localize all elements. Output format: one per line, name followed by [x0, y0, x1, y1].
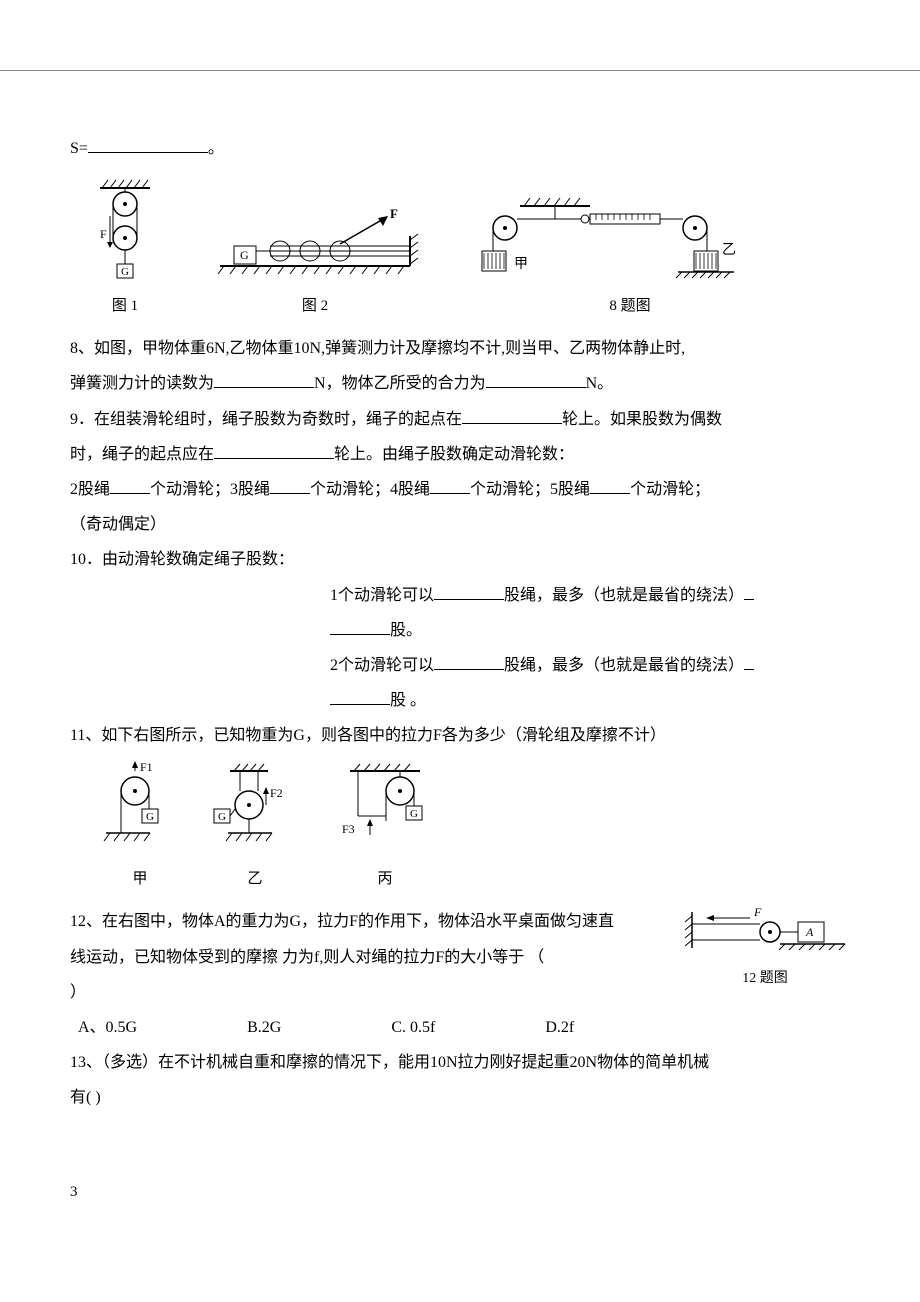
yi-label: 乙	[722, 242, 736, 258]
q11c-svg: G F3	[330, 761, 440, 861]
q11-fig-b: F2 G 乙	[210, 761, 300, 896]
f1-label: F1	[140, 761, 153, 774]
fig1-svg: F G	[80, 176, 170, 286]
fig2-caption: 图 2	[210, 290, 420, 323]
q11-fig-a: F1 G 甲	[100, 761, 180, 896]
q10-l2c: 股 。	[390, 692, 426, 709]
g-label-2: G	[240, 248, 249, 262]
q12-options: A、0.5G B.2G C. 0.5f D.2f	[78, 1010, 850, 1045]
f2-label: F2	[270, 786, 283, 800]
q11a-svg: F1 G	[100, 761, 180, 861]
g-label: G	[121, 266, 129, 278]
q12-l3: ）	[70, 975, 680, 1010]
q12-opt-b: B.2G	[247, 1010, 281, 1045]
q9-l3c: 个动滑轮；4股绳	[310, 481, 430, 498]
q11b-svg: F2 G	[210, 761, 300, 861]
g1-label: G	[146, 811, 154, 823]
s-prefix: S=	[70, 140, 88, 157]
blank-q10-3	[434, 653, 504, 670]
fig8-svg: 甲 乙	[460, 196, 740, 286]
q12-opt-a: A、0.5G	[78, 1010, 137, 1045]
q9-l1b: 轮上。如果股数为偶数	[562, 411, 722, 428]
q11b-cap: 乙	[210, 863, 300, 896]
figure-2: G F 图 2	[210, 206, 420, 323]
q13-l1: 13、（多选）在不计机械自重和摩擦的情况下，能用10N拉力刚好提起重20N物体的…	[70, 1045, 850, 1080]
blank-q9-6	[590, 477, 630, 494]
q10-l1: 1个动滑轮可以 股绳，最多（也就是最省的绕法）	[330, 578, 850, 613]
q10-l2a: 2个动滑轮可以	[330, 657, 434, 674]
q9-l1a: 9．在组装滑轮组时，绳子股数为奇数时，绳子的起点在	[70, 411, 462, 428]
page-number: 3	[70, 1176, 850, 1209]
f-label: F	[100, 227, 107, 241]
q10-l1b: 股绳，最多（也就是最省的绕法）	[504, 587, 744, 604]
blank-q9-3	[110, 477, 150, 494]
fig8-caption: 8 题图	[520, 290, 740, 323]
q9-line3: 2股绳 个动滑轮；3股绳 个动滑轮；4股绳 个动滑轮；5股绳 个动滑轮；	[70, 472, 850, 507]
jia-label: 甲	[514, 257, 528, 272]
q8-line1: 8、如图，甲物体重6N,乙物体重10N,弹簧测力计及摩擦均不计,则当甲、乙两物体…	[70, 331, 850, 366]
q11-figs: F1 G 甲	[100, 761, 850, 896]
figure-1: F G 图 1	[80, 176, 170, 323]
q10-block: 1个动滑轮可以股绳，最多（也就是最省的绕法） 股。 2个动滑轮可以股绳，最多（也…	[330, 578, 850, 719]
figure-row-1: F G 图 1	[80, 176, 850, 323]
q13-l2: 有( )	[70, 1080, 850, 1115]
blank-q9-4	[270, 477, 310, 494]
s-suffix: 。	[208, 140, 224, 157]
q11-text: 11、如下右图所示，已知物重为G，则各图中的拉力F各为多少（滑轮组及摩擦不计）	[70, 718, 850, 753]
blank-q8-1	[214, 371, 314, 388]
f-label-2: F	[390, 206, 398, 221]
blank-q8-2	[486, 371, 586, 388]
q9-l2a: 时，绳子的起点应在	[70, 446, 214, 463]
f3-label: F3	[342, 822, 355, 836]
q11-fig-c: G F3 丙	[330, 761, 440, 896]
fig2-svg: G F	[210, 206, 420, 286]
q10-l2b: 股绳，最多（也就是最省的绕法）	[504, 657, 744, 674]
q9-l3a: 2股绳	[70, 481, 110, 498]
q10-l2c-row: 股 。	[330, 683, 850, 718]
q12-row: 12、在右图中，物体A的重力为G，拉力F的作用下，物体沿水平桌面做匀速直 线运动…	[70, 904, 850, 1010]
q9-line2: 时，绳子的起点应在 轮上。由绳子股数确定动滑轮数：	[70, 437, 850, 472]
q8-l2c: N。	[586, 375, 614, 392]
q9-line1: 9．在组装滑轮组时，绳子股数为奇数时，绳子的起点在 轮上。如果股数为偶数	[70, 402, 850, 437]
q11a-cap: 甲	[100, 863, 180, 896]
a-label: A	[805, 925, 814, 939]
q10-l2: 2个动滑轮可以 股绳，最多（也就是最省的绕法）	[330, 648, 850, 683]
q8-l2b: N，物体乙所受的合力为	[314, 375, 486, 392]
blank-q10-4	[330, 688, 390, 705]
fig1-caption: 图 1	[80, 290, 170, 323]
fig12-caption: 12 题图	[680, 964, 850, 995]
g3-label: G	[410, 808, 418, 820]
q12-text: 12、在右图中，物体A的重力为G，拉力F的作用下，物体沿水平桌面做匀速直 线运动…	[70, 904, 680, 1010]
figure-8: 甲 乙	[460, 196, 740, 323]
q12-l2: 线运动，已知物体受到的摩擦 力为f,则人对绳的拉力F的大小等于 （	[70, 940, 680, 975]
f-label-q12: F	[753, 905, 762, 919]
blank-s	[88, 136, 208, 153]
blank-q10-3b	[744, 653, 754, 670]
q8-l2a: 弹簧测力计的读数为	[70, 375, 214, 392]
q12-figure: F A 12 题图	[680, 904, 850, 995]
blank-q9-2	[214, 442, 334, 459]
q9-l3d: 个动滑轮；5股绳	[470, 481, 590, 498]
q9-l3b: 个动滑轮；3股绳	[150, 481, 270, 498]
blank-q10-2	[330, 618, 390, 635]
q12-svg: F A	[680, 904, 850, 964]
blank-q10-1b	[744, 583, 754, 600]
q10-l1c: 股。	[390, 622, 422, 639]
q12-opt-d: D.2f	[545, 1010, 574, 1045]
q12-l1: 12、在右图中，物体A的重力为G，拉力F的作用下，物体沿水平桌面做匀速直	[70, 904, 680, 939]
g2-label: G	[218, 811, 226, 823]
q12-opt-c: C. 0.5f	[391, 1010, 435, 1045]
q10-l1c-row: 股。	[330, 613, 850, 648]
q8-line2: 弹簧测力计的读数为 N，物体乙所受的合力为 N。	[70, 366, 850, 401]
q9-line4: （奇动偶定）	[70, 507, 850, 542]
q10-l1a: 1个动滑轮可以	[330, 587, 434, 604]
q9-l2b: 轮上。由绳子股数确定动滑轮数：	[334, 446, 574, 463]
blank-q9-1	[462, 407, 562, 424]
blank-q10-1	[434, 583, 504, 600]
blank-q9-5	[430, 477, 470, 494]
q10-head: 10．由动滑轮数确定绳子股数：	[70, 542, 850, 577]
q9-l3e: 个动滑轮；	[630, 481, 710, 498]
top-line: S= 。	[70, 131, 850, 166]
q11c-cap: 丙	[330, 863, 440, 896]
